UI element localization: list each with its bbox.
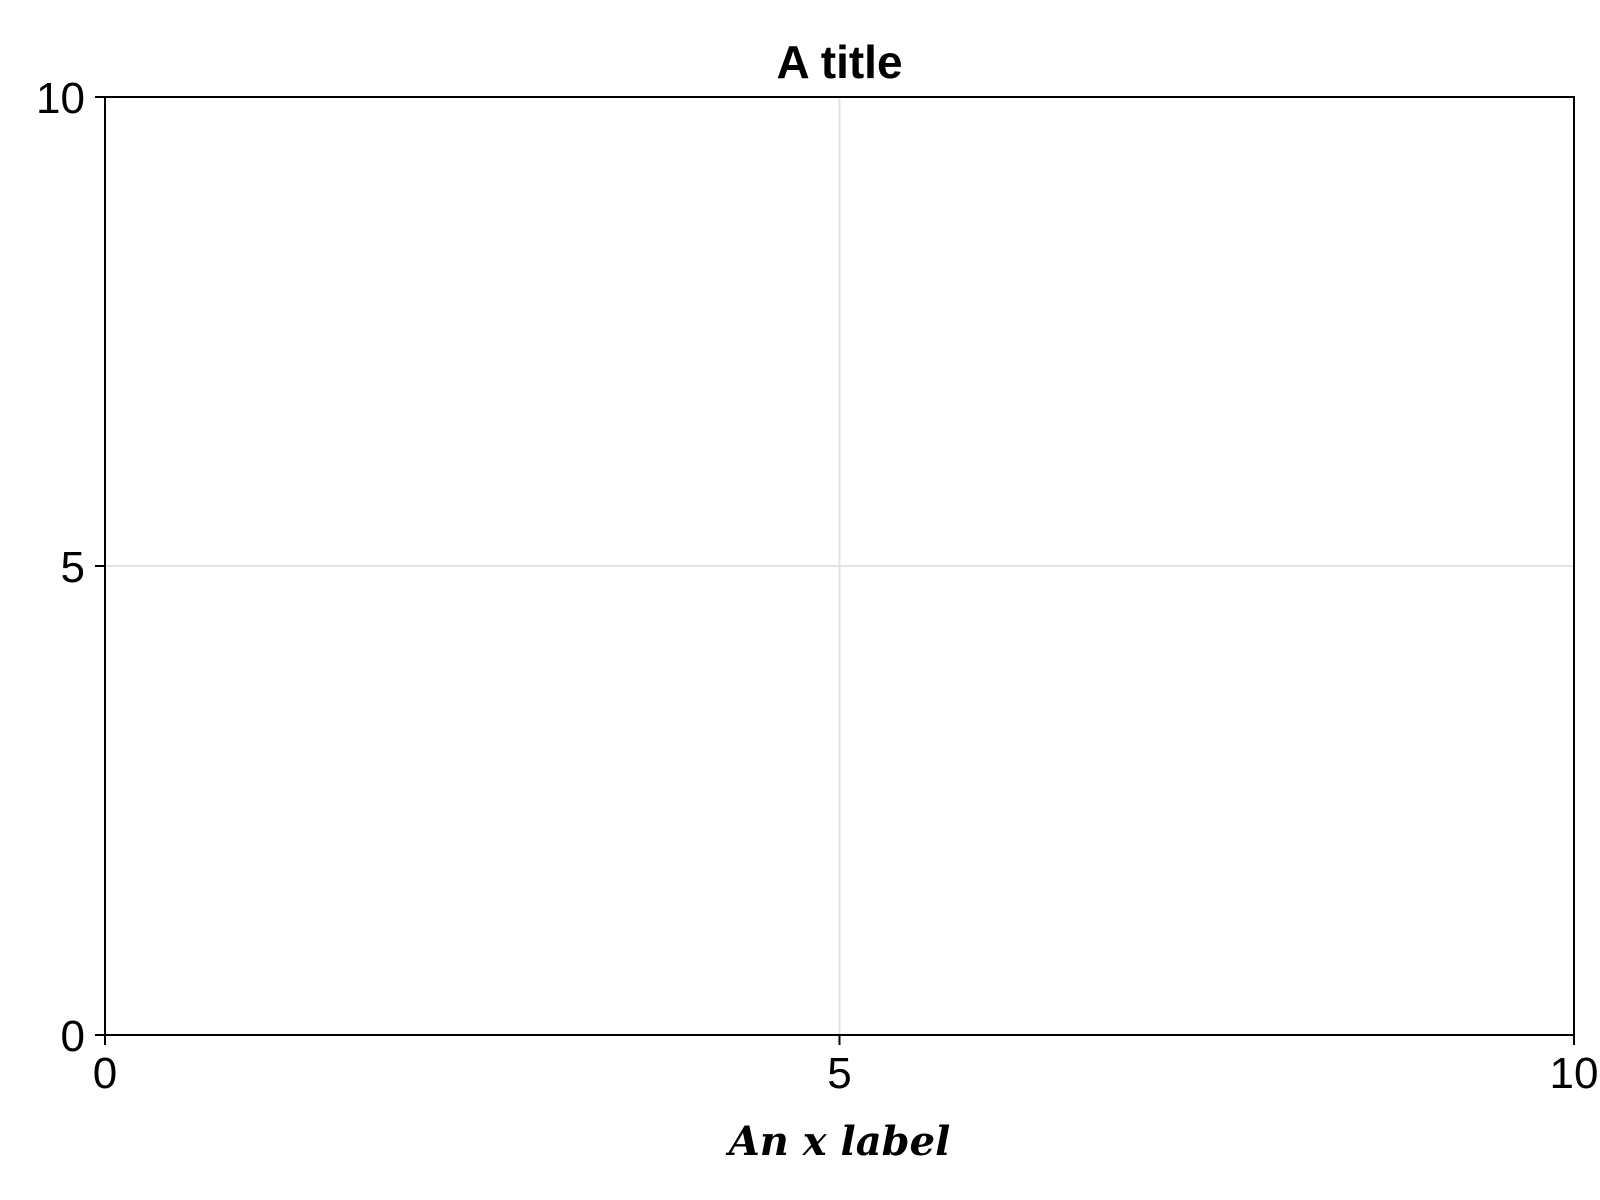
y-tick-label: 5 — [61, 543, 85, 592]
x-tick-label: 0 — [93, 1049, 117, 1098]
tick-labels: 0 5 10 0 5 10 — [36, 74, 1598, 1098]
chart-title: A title — [776, 36, 902, 88]
y-tick-label: 10 — [36, 74, 85, 123]
x-axis-label: An x label — [725, 1118, 951, 1165]
x-tick-label: 5 — [827, 1049, 851, 1098]
y-tick-label: 0 — [61, 1012, 85, 1061]
tick-marks — [95, 96, 1575, 1045]
x-tick-label: 10 — [1550, 1049, 1599, 1098]
grid-lines — [105, 97, 1574, 1035]
